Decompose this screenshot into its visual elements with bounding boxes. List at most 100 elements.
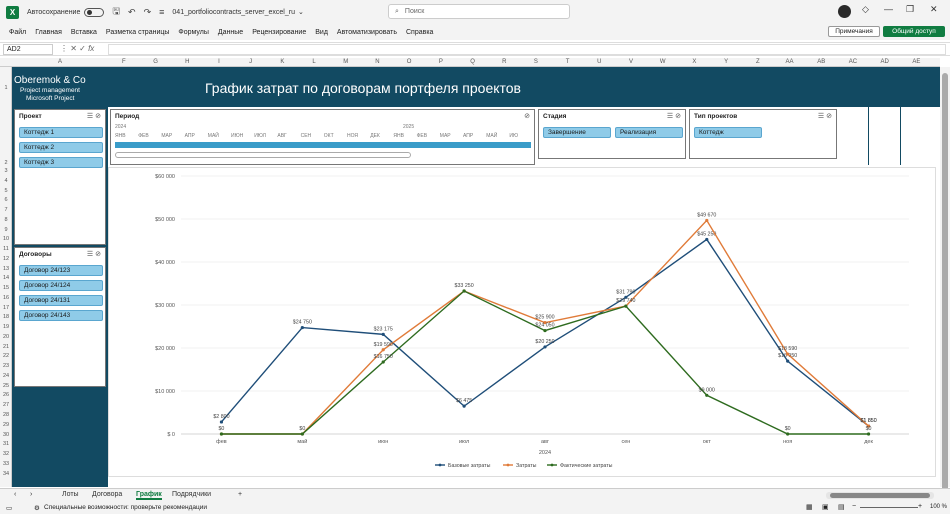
row-header[interactable]: 22 (2, 353, 10, 360)
menu-review[interactable]: Рецензирование (252, 28, 307, 36)
row-header[interactable]: 15 (2, 285, 10, 292)
column-header[interactable]: S (533, 59, 538, 65)
add-sheet-icon[interactable]: + (238, 491, 243, 498)
row-header[interactable]: 7 (4, 207, 8, 214)
menu-help[interactable]: Справка (405, 28, 434, 36)
row-header[interactable]: 29 (2, 421, 10, 428)
column-header[interactable]: J (249, 59, 253, 65)
column-header[interactable]: W (659, 59, 666, 65)
save-icon[interactable]: 🖫 (112, 6, 121, 16)
autosave-toggle[interactable] (84, 7, 105, 17)
slicer-project[interactable]: Проект ☰ ⊘ Коттедж 1 Коттедж 2 Коттедж 3 (14, 109, 106, 245)
tab-lots[interactable]: Лоты (62, 491, 79, 498)
name-box[interactable]: AD2 (3, 44, 53, 55)
column-header[interactable]: AB (817, 59, 826, 65)
timeline-month[interactable]: ИЮЛ (254, 133, 266, 139)
timeline-month[interactable]: НОЯ (347, 133, 359, 139)
customize-qat-icon[interactable]: ≡ (159, 7, 165, 17)
row-header[interactable]: 20 (2, 333, 10, 340)
tab-contractors[interactable]: Подрядчики (172, 491, 212, 498)
column-header[interactable]: I (218, 59, 220, 65)
tab-chart[interactable]: График (136, 491, 162, 500)
slicer-contracts[interactable]: Договоры ☰ ⊘ Договор 24/123 Договор 24/1… (14, 247, 106, 387)
column-header[interactable]: P (438, 59, 443, 65)
next-sheet-icon[interactable]: › (30, 491, 33, 498)
avatar[interactable] (838, 5, 851, 18)
column-header[interactable]: L (312, 59, 316, 65)
column-header[interactable]: R (502, 59, 507, 65)
formula-input[interactable] (108, 44, 946, 55)
row-header[interactable]: 21 (2, 343, 10, 350)
menu-view[interactable]: Вид (315, 28, 328, 36)
timeline-month[interactable]: МАР (439, 133, 451, 139)
vertical-scrollbar[interactable] (940, 67, 950, 493)
timeline-month[interactable]: ДЕК (370, 133, 380, 139)
timeline-month[interactable]: ЯНВ (393, 133, 404, 139)
column-header[interactable]: K (280, 59, 285, 65)
slicer-stage[interactable]: Стадия ☰ ⊘ Завершение Реализация (538, 109, 686, 159)
row-header[interactable]: 18 (2, 314, 10, 321)
multiselect-icon[interactable]: ☰ ⊘ (666, 113, 681, 120)
column-header[interactable]: H (185, 59, 190, 65)
diamond-icon[interactable]: ◇ (862, 4, 869, 14)
slicer-project-type[interactable]: Тип проектов ☰ ⊘ Коттедж (689, 109, 837, 159)
menu-formulas[interactable]: Формулы (178, 28, 209, 36)
row-header[interactable]: 31 (2, 441, 10, 448)
row-header[interactable]: 27 (2, 402, 10, 409)
timeline-selection-bar[interactable] (115, 142, 531, 148)
row-header[interactable]: 1 (4, 85, 8, 91)
timeline-month[interactable]: ФЕВ (138, 133, 149, 139)
multiselect-icon[interactable]: ☰ ⊘ (86, 113, 101, 120)
column-header[interactable]: N (375, 59, 380, 65)
column-header[interactable]: AE (912, 59, 921, 65)
timeline-month[interactable]: АПР (184, 133, 195, 139)
column-header[interactable]: Y (724, 59, 729, 65)
column-header[interactable]: V (629, 59, 634, 65)
slicer-item-cottage-1[interactable]: Коттедж 1 (19, 127, 103, 138)
tab-contracts[interactable]: Договора (92, 491, 123, 498)
menu-automate[interactable]: Автоматизировать (336, 28, 397, 36)
row-header[interactable]: 33 (2, 460, 10, 467)
zoom-level[interactable]: 100 % (930, 504, 948, 510)
row-header[interactable]: 32 (2, 451, 10, 458)
row-header[interactable]: 19 (2, 324, 10, 331)
slicer-item-contract-123[interactable]: Договор 24/123 (19, 265, 103, 276)
fx-icon[interactable]: ⋮ ✕ ✓ fx (60, 44, 95, 53)
column-header[interactable]: A (57, 59, 62, 65)
row-header[interactable]: 5 (4, 187, 8, 194)
multiselect-icon[interactable]: ☰ ⊘ (86, 251, 101, 258)
menu-file[interactable]: Файл (9, 28, 27, 36)
timeline-month[interactable]: МАЙ (486, 133, 498, 139)
column-header[interactable]: X (692, 59, 697, 65)
row-header[interactable]: 13 (2, 265, 10, 272)
cost-chart[interactable]: $ 0 $10 000 $20 000 $30 000 $40 000 $50 000 $6… (108, 167, 936, 477)
timeline-month[interactable]: ИЮН (231, 133, 244, 139)
share-button[interactable]: Общий доступ (883, 26, 945, 37)
slicer-item-cottage-3[interactable]: Коттедж 3 (19, 157, 103, 168)
horizontal-scrollbar[interactable] (826, 492, 934, 499)
row-header[interactable]: 16 (2, 294, 10, 301)
row-header[interactable]: 30 (2, 431, 10, 438)
slicer-item-contract-131[interactable]: Договор 24/131 (19, 295, 103, 306)
zoom-slider[interactable] (860, 507, 918, 508)
row-header[interactable]: 23 (2, 363, 10, 370)
row-header[interactable]: 2 (4, 160, 8, 166)
undo-icon[interactable]: ↶ (128, 6, 136, 17)
slicer-item-cottage[interactable]: Коттедж (694, 127, 762, 138)
comments-button[interactable]: Примечания (828, 26, 880, 37)
column-header[interactable]: M (343, 59, 349, 65)
timeline-month[interactable]: АВГ (277, 133, 287, 139)
row-header[interactable]: 26 (2, 392, 10, 399)
column-header[interactable]: T (565, 59, 570, 65)
timeline-scrollbar[interactable] (115, 152, 411, 158)
accessibility-status[interactable]: Специальные возможности: проверьте реком… (44, 504, 207, 511)
slicer-item-contract-124[interactable]: Договор 24/124 (19, 280, 103, 291)
prev-sheet-icon[interactable]: ‹ (14, 491, 17, 498)
row-header[interactable]: 14 (2, 275, 10, 282)
zoom-in-icon[interactable]: + (918, 503, 923, 510)
column-header[interactable]: Z (756, 59, 760, 65)
multiselect-icon[interactable]: ☰ ⊘ (817, 113, 832, 120)
slicer-item-contract-143[interactable]: Договор 24/143 (19, 310, 103, 321)
column-header[interactable]: G (153, 59, 158, 65)
accessibility-icon[interactable]: ⚙ (34, 505, 40, 512)
